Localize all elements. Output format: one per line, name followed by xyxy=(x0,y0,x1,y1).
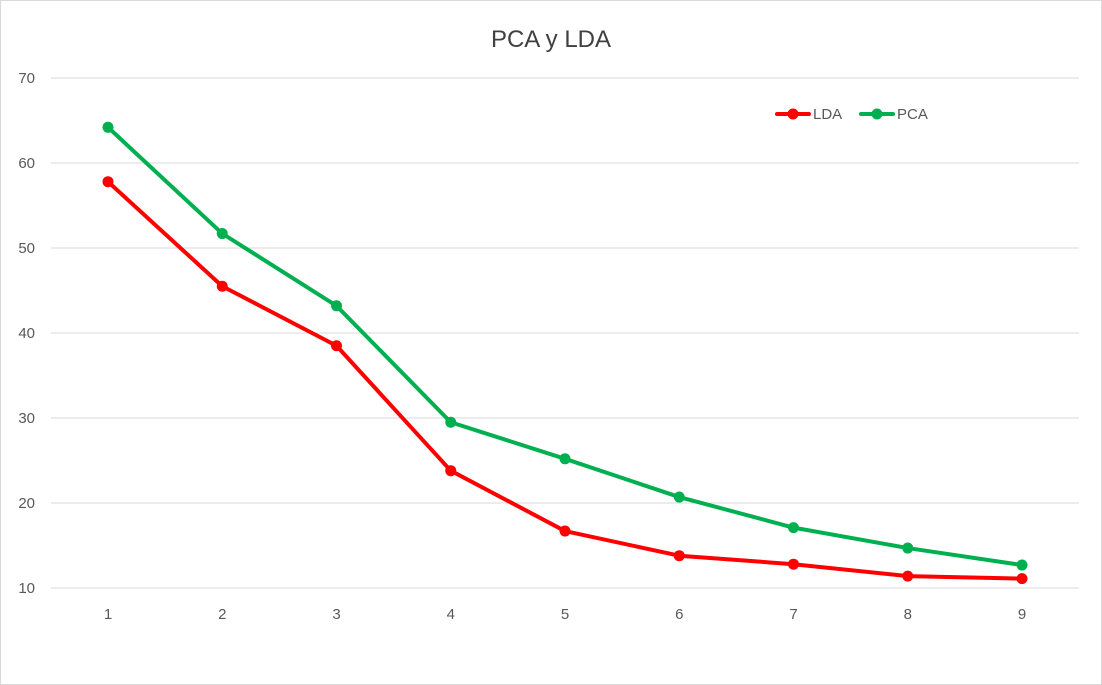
data-point-pca xyxy=(902,542,914,554)
data-point-lda xyxy=(673,550,685,562)
data-point-lda xyxy=(102,176,114,188)
data-point-pca xyxy=(102,121,114,133)
legend-label: PCA xyxy=(897,106,928,123)
series-pca xyxy=(102,121,1028,571)
data-point-pca xyxy=(216,228,228,240)
y-tick-label: 50 xyxy=(18,240,35,257)
series-lda xyxy=(102,176,1028,585)
y-tick-label: 70 xyxy=(18,70,35,87)
legend-swatch-marker xyxy=(787,108,799,120)
data-point-lda xyxy=(1016,573,1028,585)
y-axis-tick-labels: 10 20 30 40 50 60 70 xyxy=(18,70,35,597)
series-lines xyxy=(102,121,1028,585)
x-axis-tick-labels: 1 2 3 4 5 6 7 8 9 xyxy=(104,606,1026,623)
data-point-lda xyxy=(331,340,342,352)
data-point-pca xyxy=(331,300,342,312)
data-point-lda xyxy=(445,465,457,477)
legend-label: LDA xyxy=(813,106,842,123)
legend-item-lda: LDA xyxy=(775,106,842,123)
x-tick-label: 7 xyxy=(789,606,797,623)
series-line-pca xyxy=(106,125,1024,568)
x-tick-label: 5 xyxy=(561,606,569,623)
data-point-lda xyxy=(559,525,571,537)
chart-title: PCA y LDA xyxy=(491,26,611,53)
legend-swatch-marker xyxy=(871,108,883,120)
x-tick-label: 4 xyxy=(447,606,455,623)
x-tick-label: 6 xyxy=(675,606,683,623)
x-tick-label: 9 xyxy=(1018,606,1026,623)
data-point-pca xyxy=(788,522,799,534)
x-tick-label: 2 xyxy=(218,606,226,623)
legend-item-pca: PCA xyxy=(859,106,928,123)
data-point-pca xyxy=(559,453,571,465)
y-tick-label: 60 xyxy=(18,155,35,172)
x-tick-label: 1 xyxy=(104,606,112,623)
data-point-pca xyxy=(673,491,685,503)
x-tick-label: 8 xyxy=(904,606,912,623)
data-point-lda xyxy=(902,570,914,582)
data-point-lda xyxy=(788,558,799,570)
data-point-pca xyxy=(445,416,457,428)
y-tick-label: 10 xyxy=(18,580,35,597)
legend: LDA PCA xyxy=(775,106,928,123)
y-tick-label: 30 xyxy=(18,410,35,427)
data-point-lda xyxy=(216,280,228,292)
y-tick-label: 40 xyxy=(18,325,35,342)
series-line-lda xyxy=(106,179,1024,581)
x-tick-label: 3 xyxy=(332,606,340,623)
y-tick-label: 20 xyxy=(18,495,35,512)
data-point-pca xyxy=(1016,559,1028,571)
gridlines xyxy=(51,77,1079,589)
